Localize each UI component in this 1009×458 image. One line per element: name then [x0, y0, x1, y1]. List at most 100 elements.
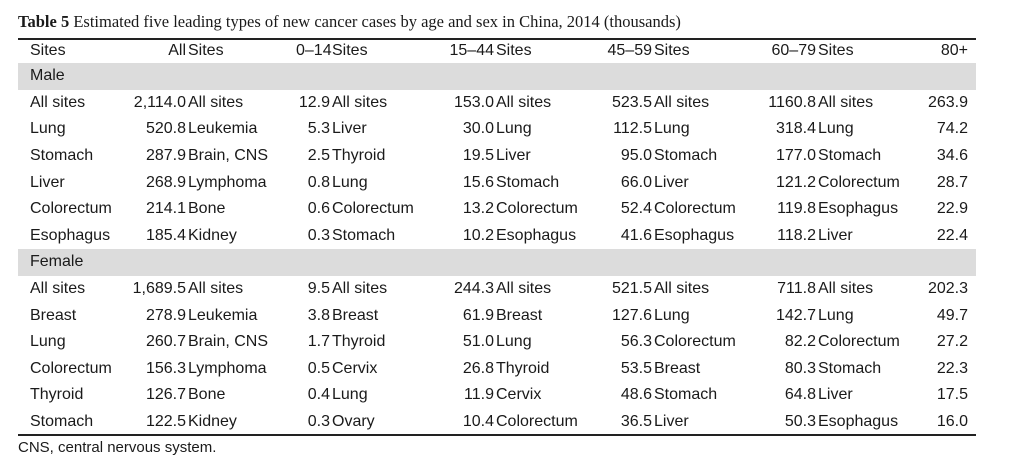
site-cell: Esophagus	[818, 413, 899, 431]
site-cell: All sites	[188, 93, 244, 111]
value-cell: 0.8	[307, 173, 330, 191]
site-cell: All sites	[332, 93, 388, 111]
value-cell: 278.9	[145, 306, 186, 324]
site-cell: Kidney	[188, 226, 237, 244]
value-cell: 2.5	[307, 147, 330, 165]
site-cell: Lung	[818, 120, 854, 138]
value-cell: 119.8	[777, 200, 816, 218]
table-row: Breast 278.9 Leukemia 3.8 Breast 61.9 Breast 12…	[18, 302, 976, 329]
site-cell: Breast	[332, 306, 379, 324]
site-cell: Colorectum	[818, 173, 900, 191]
value-cell: 112.5	[613, 120, 652, 138]
column-header: Sites	[188, 42, 224, 59]
column-header: 60–79	[771, 42, 817, 59]
value-cell: 1,689.5	[132, 280, 186, 298]
table-bottom-rule	[18, 434, 976, 436]
site-cell: Thyroid	[332, 333, 386, 351]
value-cell: 153.0	[453, 93, 494, 111]
value-cell: 51.0	[462, 333, 494, 351]
section-row: Female	[18, 249, 976, 276]
value-cell: 214.1	[145, 200, 186, 218]
column-header: Sites	[496, 42, 532, 59]
value-cell: 126.7	[145, 386, 186, 404]
value-cell: 3.8	[307, 306, 330, 324]
site-cell: All sites	[496, 93, 552, 111]
table-row: All sites 2,114.0 All sites 12.9 All sites 15…	[18, 90, 976, 117]
value-cell: 11.9	[464, 386, 494, 404]
column-header: All	[168, 42, 186, 59]
value-cell: 1.7	[307, 333, 330, 351]
site-cell: Stomach	[30, 413, 94, 431]
value-cell: 26.8	[462, 359, 494, 377]
value-cell: 12.9	[298, 93, 330, 111]
table-row: Colorectum 214.1 Bone 0.6 Colorectum 13.2 Colo…	[18, 196, 976, 223]
value-cell: 1160.8	[768, 93, 816, 111]
table-row: Liver 268.9 Lymphoma 0.8 Lung 15.6 Stomach 66.0…	[18, 169, 976, 196]
section-label: Female	[18, 249, 976, 276]
table-row: Lung 260.7 Brain, CNS 1.7 Thyroid 51.0 Lung 56.…	[18, 329, 976, 356]
cancer-cases-table: Sites All Sites 0–14 Sites 15–44 Sites 45–59 Sit…	[18, 39, 976, 435]
site-cell: Liver	[332, 120, 367, 138]
value-cell: 28.7	[936, 173, 968, 191]
value-cell: 127.6	[611, 306, 652, 324]
value-cell: 10.2	[462, 226, 494, 244]
value-cell: 19.5	[462, 147, 494, 165]
site-cell: Liver	[30, 173, 65, 191]
value-cell: 2,114.0	[133, 93, 186, 111]
value-cell: 177.0	[775, 147, 816, 165]
site-cell: Stomach	[654, 147, 718, 165]
site-cell: Breast	[30, 306, 77, 324]
table-caption-label: Table 5	[18, 12, 70, 31]
value-cell: 287.9	[145, 147, 186, 165]
site-cell: Bone	[188, 386, 226, 404]
value-cell: 0.3	[307, 413, 330, 431]
section-label: Male	[18, 63, 976, 90]
table-footnote: CNS, central nervous system.	[18, 439, 217, 456]
site-cell: Cervix	[496, 386, 542, 404]
site-cell: Colorectum	[496, 200, 578, 218]
site-cell: Leukemia	[188, 120, 258, 138]
value-cell: 34.6	[936, 147, 968, 165]
table-body: Sites All Sites 0–14 Sites 15–44 Sites 45–59 Sit…	[18, 39, 976, 435]
site-cell: Esophagus	[30, 226, 111, 244]
site-cell: Lung	[30, 333, 66, 351]
site-cell: Thyroid	[332, 147, 386, 165]
site-cell: Colorectum	[30, 359, 112, 377]
section-row: Male	[18, 63, 976, 90]
site-cell: Cervix	[332, 359, 378, 377]
site-cell: Lymphoma	[188, 359, 267, 377]
value-cell: 521.5	[611, 280, 652, 298]
column-header: Sites	[818, 42, 854, 59]
site-cell: All sites	[332, 280, 388, 298]
site-cell: Ovary	[332, 413, 375, 431]
site-cell: Lung	[332, 173, 368, 191]
value-cell: 27.2	[936, 333, 968, 351]
column-header: Sites	[332, 42, 368, 59]
value-cell: 61.9	[462, 306, 494, 324]
site-cell: Esophagus	[654, 226, 735, 244]
site-cell: Lymphoma	[188, 173, 267, 191]
value-cell: 17.5	[936, 386, 968, 404]
site-cell: Lung	[496, 333, 532, 351]
value-cell: 0.4	[307, 386, 330, 404]
value-cell: 523.5	[611, 93, 652, 111]
value-cell: 520.8	[145, 120, 186, 138]
table-top-rule	[18, 38, 976, 40]
site-cell: Brain, CNS	[188, 333, 269, 351]
table-row: Stomach 287.9 Brain, CNS 2.5 Thyroid 19.5 Live…	[18, 143, 976, 170]
site-cell: All sites	[496, 280, 552, 298]
value-cell: 22.9	[936, 200, 968, 218]
site-cell: Stomach	[30, 147, 94, 165]
value-cell: 22.4	[936, 226, 968, 244]
value-cell: 64.8	[784, 386, 816, 404]
value-cell: 16.0	[936, 413, 968, 431]
site-cell: Liver	[818, 386, 853, 404]
value-cell: 66.0	[620, 173, 652, 191]
value-cell: 49.7	[936, 306, 968, 324]
site-cell: Thyroid	[496, 359, 550, 377]
value-cell: 9.5	[307, 280, 330, 298]
column-header: 0–14	[296, 42, 332, 59]
site-cell: Lung	[818, 306, 854, 324]
site-cell: Lung	[332, 386, 368, 404]
value-cell: 13.2	[462, 200, 494, 218]
